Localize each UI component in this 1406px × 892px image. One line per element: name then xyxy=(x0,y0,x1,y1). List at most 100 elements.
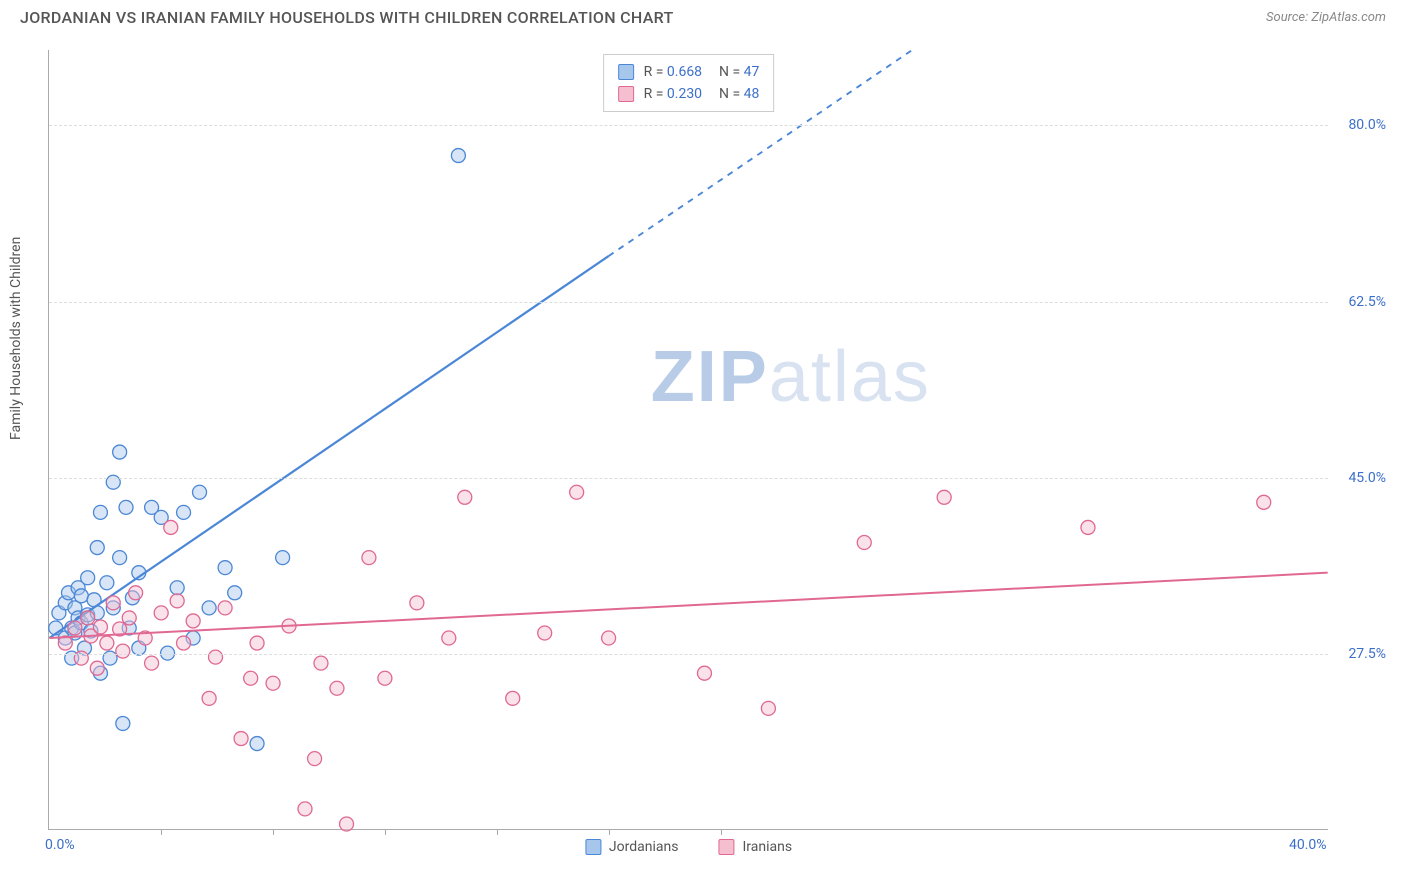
scatter-point xyxy=(90,661,104,675)
scatter-point xyxy=(122,611,136,625)
plot-area: ZIPatlas R = 0.668 N = 47 R = 0.230 N = … xyxy=(48,50,1328,830)
scatter-point xyxy=(1081,520,1095,534)
scatter-point xyxy=(1257,495,1271,509)
x-tick-mark xyxy=(385,829,386,835)
x-tick-label: 40.0% xyxy=(1289,837,1327,853)
scatter-point xyxy=(90,541,104,555)
scatter-point xyxy=(170,594,184,608)
legend-label-0: Jordanians xyxy=(609,839,679,855)
scatter-point xyxy=(761,701,775,715)
scatter-point xyxy=(276,551,290,565)
y-tick-label: 27.5% xyxy=(1336,646,1386,662)
legend-item-0: Jordanians xyxy=(585,839,679,855)
scatter-point xyxy=(570,485,584,499)
scatter-point xyxy=(218,561,232,575)
scatter-point xyxy=(314,656,328,670)
stat-r-val-0: 0.668 xyxy=(667,64,702,80)
chart-title: JORDANIAN VS IRANIAN FAMILY HOUSEHOLDS W… xyxy=(20,8,674,27)
swatch-1 xyxy=(618,86,634,102)
legend-label-1: Iranians xyxy=(742,839,792,855)
scatter-point xyxy=(250,636,264,650)
trend-line xyxy=(49,573,1327,638)
gridline-h xyxy=(49,125,1328,126)
scatter-point xyxy=(81,571,95,585)
scatter-point xyxy=(218,601,232,615)
scatter-point xyxy=(100,576,114,590)
stats-row-0: R = 0.668 N = 47 xyxy=(618,61,760,83)
scatter-point xyxy=(298,802,312,816)
stat-r-label: R = 0.230 xyxy=(644,83,702,105)
scatter-point xyxy=(330,681,344,695)
scatter-point xyxy=(378,671,392,685)
scatter-point xyxy=(129,586,143,600)
source-text: Source: ZipAtlas.com xyxy=(1266,10,1386,25)
x-tick-mark xyxy=(721,829,722,835)
scatter-point xyxy=(74,589,88,603)
x-tick-mark xyxy=(609,829,610,835)
legend-swatch-0 xyxy=(585,839,601,855)
scatter-point xyxy=(340,817,354,831)
scatter-point xyxy=(538,626,552,640)
y-axis-label: Family Households with Children xyxy=(8,237,24,440)
scatter-point xyxy=(266,676,280,690)
gridline-h xyxy=(49,302,1328,303)
scatter-point xyxy=(93,505,107,519)
y-tick-label: 62.5% xyxy=(1336,294,1386,310)
stat-n-val-1: 48 xyxy=(744,86,760,102)
scatter-point xyxy=(228,586,242,600)
scatter-point xyxy=(202,601,216,615)
gridline-h xyxy=(49,478,1328,479)
y-tick-label: 45.0% xyxy=(1336,470,1386,486)
scatter-point xyxy=(113,445,127,459)
stats-row-1: R = 0.230 N = 48 xyxy=(618,83,760,105)
scatter-point xyxy=(170,581,184,595)
scatter-point xyxy=(442,631,456,645)
scatter-point xyxy=(244,671,258,685)
scatter-point xyxy=(250,737,264,751)
x-tick-label: 0.0% xyxy=(45,837,75,853)
gridline-h xyxy=(49,654,1328,655)
scatter-point xyxy=(209,650,223,664)
scatter-point xyxy=(308,752,322,766)
legend-swatch-1 xyxy=(718,839,734,855)
scatter-point xyxy=(106,596,120,610)
scatter-point xyxy=(113,551,127,565)
legend-bottom: Jordanians Iranians xyxy=(585,839,792,855)
scatter-point xyxy=(362,551,376,565)
scatter-point xyxy=(602,631,616,645)
y-tick-label: 80.0% xyxy=(1336,117,1386,133)
stat-n-val-0: 47 xyxy=(744,64,760,80)
scatter-point xyxy=(186,614,200,628)
trend-line xyxy=(49,256,608,638)
legend-item-1: Iranians xyxy=(718,839,792,855)
scatter-point xyxy=(697,666,711,680)
scatter-point xyxy=(410,596,424,610)
swatch-0 xyxy=(618,64,634,80)
scatter-point xyxy=(234,732,248,746)
scatter-point xyxy=(193,485,207,499)
stats-box: R = 0.668 N = 47 R = 0.230 N = 48 xyxy=(603,54,775,112)
chart-container: JORDANIAN VS IRANIAN FAMILY HOUSEHOLDS W… xyxy=(0,0,1406,892)
x-tick-mark xyxy=(273,829,274,835)
scatter-point xyxy=(177,505,191,519)
x-tick-mark xyxy=(161,829,162,835)
scatter-point xyxy=(100,636,114,650)
scatter-point xyxy=(145,656,159,670)
scatter-point xyxy=(937,490,951,504)
scatter-point xyxy=(119,500,133,514)
stat-r-val-1: 0.230 xyxy=(667,86,702,102)
scatter-point xyxy=(116,716,130,730)
scatter-point xyxy=(93,620,107,634)
scatter-point xyxy=(506,691,520,705)
title-bar: JORDANIAN VS IRANIAN FAMILY HOUSEHOLDS W… xyxy=(0,0,1406,27)
scatter-point xyxy=(177,636,191,650)
stat-n-label: N = 47 xyxy=(712,61,759,83)
scatter-point xyxy=(81,611,95,625)
stat-n-label: N = 48 xyxy=(712,83,759,105)
x-tick-mark xyxy=(497,829,498,835)
scatter-point xyxy=(458,490,472,504)
scatter-point xyxy=(116,644,130,658)
scatter-point xyxy=(164,520,178,534)
scatter-point xyxy=(154,606,168,620)
scatter-point xyxy=(202,691,216,705)
